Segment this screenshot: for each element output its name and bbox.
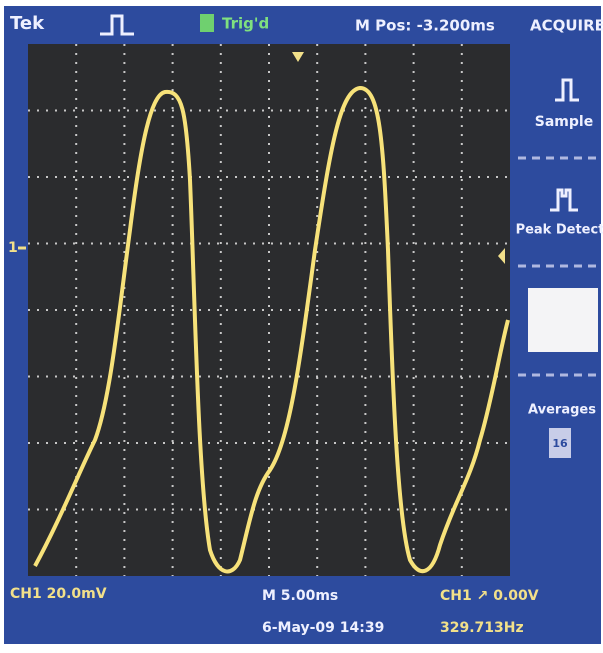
menu-item[interactable]: Averages (528, 403, 596, 418)
menu-item[interactable]: Sample (535, 114, 593, 130)
date-time: 6-May-09 14:39 (262, 620, 384, 636)
menu-title: ACQUIRE (530, 17, 603, 35)
brand: Tek (10, 13, 45, 34)
trigger-status: Trig'd (222, 15, 269, 33)
menu-selection[interactable] (528, 288, 598, 352)
channel-marker: 1 (8, 240, 18, 256)
menu-item[interactable]: Peak Detect (516, 223, 603, 238)
oscilloscope-display: Tek Trig'd M Pos: -3.200ms ACQUIRE 1 Sam… (0, 0, 603, 649)
trigger-indicator (200, 14, 214, 32)
position: M Pos: -3.200ms (355, 17, 495, 35)
averages-value: 16 (552, 437, 568, 450)
frequency: 329.713Hz (440, 620, 524, 636)
time-scale: M 5.00ms (262, 588, 338, 604)
trigger-setting: CH1 ↗ 0.00V (440, 588, 539, 604)
channel-scale: CH1 20.0mV (10, 586, 107, 602)
